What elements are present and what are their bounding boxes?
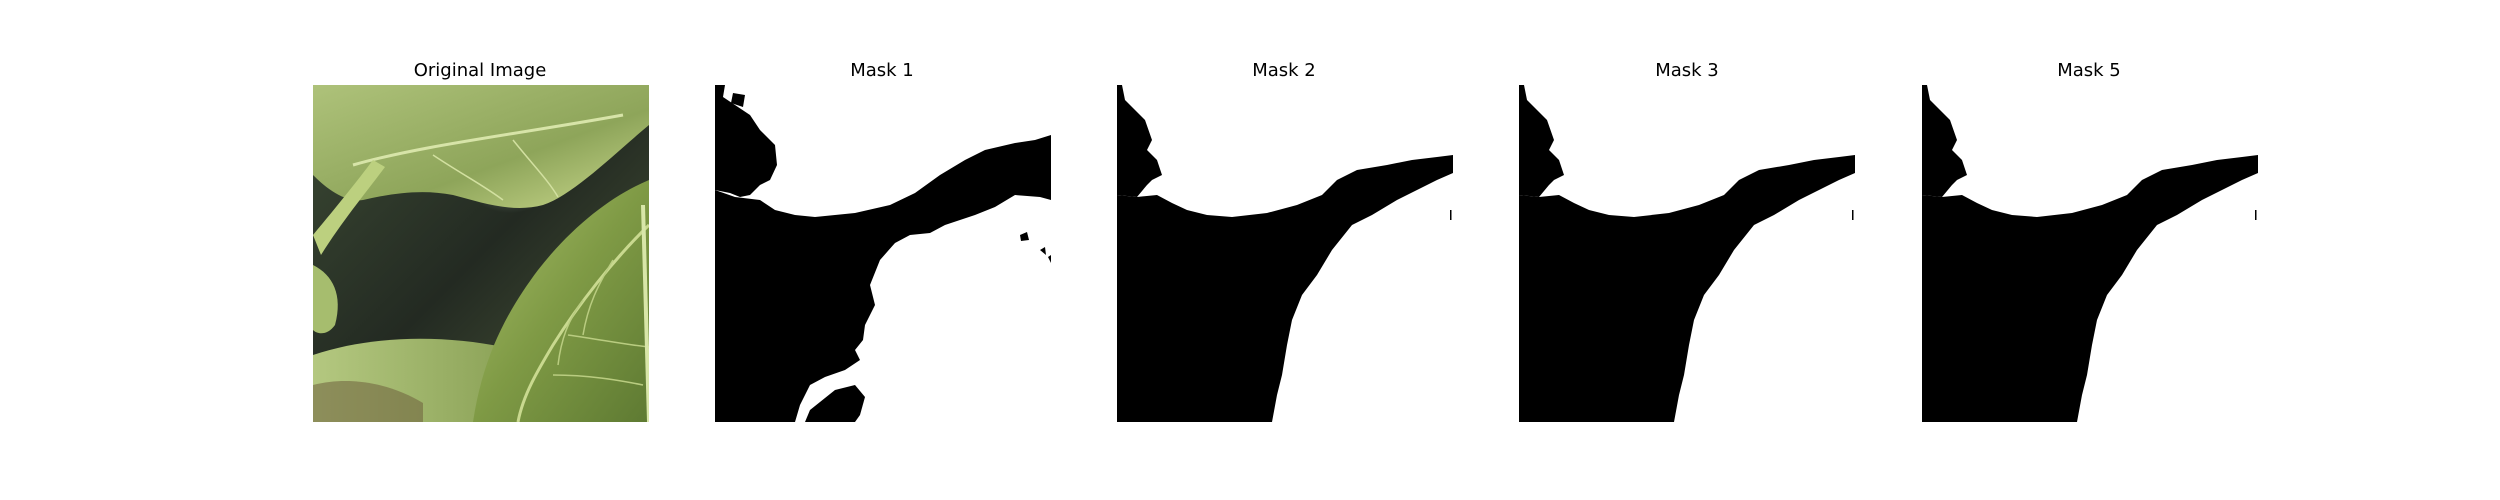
panel-title-mask-5: Mask 5 <box>2057 60 2121 81</box>
mask-1-panel <box>715 85 1051 422</box>
mask-5-panel <box>1922 85 2258 422</box>
original-image-panel <box>313 85 649 422</box>
mask-3-image <box>1519 85 1855 422</box>
leaf-photo <box>313 85 649 422</box>
mask-2-panel <box>1117 85 1453 422</box>
mask-3-panel <box>1519 85 1855 422</box>
mask-5-image <box>1922 85 2258 422</box>
mask-1-image <box>715 85 1051 422</box>
mask-2-image <box>1117 85 1453 422</box>
panel-title-original-image: Original Image <box>413 60 547 81</box>
panel-title-mask-2: Mask 2 <box>1252 60 1316 81</box>
panel-title-mask-1: Mask 1 <box>850 60 914 81</box>
panel-title-mask-3: Mask 3 <box>1655 60 1719 81</box>
